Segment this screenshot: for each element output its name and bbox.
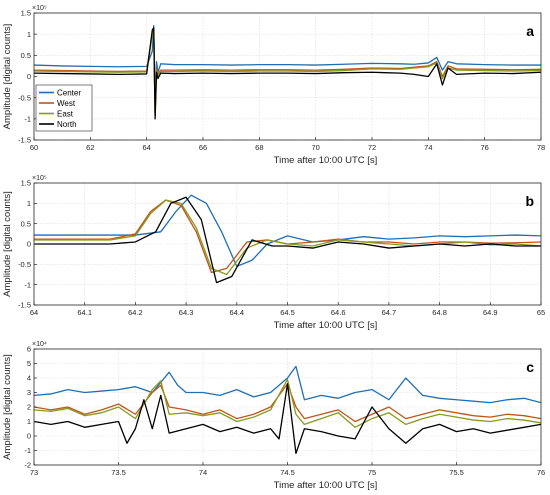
panel-c-y-tick-label: -1 [24,446,31,455]
panel-b-x-tick-label: 64.2 [128,308,143,317]
panel-a-y-exponent: ×10⁵ [32,5,47,12]
panel-c-x-tick-label: 76 [537,468,545,477]
panel-c-y-exponent: ×10⁴ [32,341,47,348]
panel-a-legend-label-east: East [57,109,74,118]
panel-a-x-tick-label: 62 [86,143,94,152]
panel-b-x-tick-label: 65 [537,308,545,317]
panel-a-x-tick-label: 72 [368,143,376,152]
panel-a-series-center-line [34,25,541,103]
panel-c-y-axis-label: Amplitude [digital counts] [2,354,13,460]
panel-a-legend-label-west: West [57,99,76,108]
panel-c-y-tick-label: 3 [27,388,31,397]
panel-b-series-east-line [34,199,541,276]
panel-c-y-tick-label: 0 [27,432,31,441]
panel-a-legend-label-north: North [57,120,77,129]
panel-c-x-tick-label: 74.5 [280,468,295,477]
panel-a-x-tick-label: 74 [424,143,432,152]
panel-a-x-tick-label: 60 [30,143,38,152]
panel-b-y-tick-label: -1.5 [18,301,31,310]
panel-c-y-tick-label: 1 [27,417,31,426]
panel-a-x-tick-label: 76 [480,143,488,152]
panel-a-x-tick-label: 68 [255,143,263,152]
panel-a-x-tick-label: 64 [142,143,150,152]
panel-b-y-tick-label: 1 [27,199,31,208]
panel-c-y-tick-label: 6 [27,345,31,354]
panel-b-x-tick-label: 64.6 [331,308,346,317]
panel-a-panel-label: a [526,23,534,39]
panel-b-x-tick-label: 64.8 [432,308,447,317]
panel-a-legend-label-center: Center [57,88,81,97]
panel-c-y-tick-label: 5 [27,359,31,368]
panel-a-y-tick-label: -0.5 [18,93,31,102]
panel-b-series-north-line [34,196,541,284]
panel-b-x-tick-label: 64.7 [382,308,397,317]
panel-c-y-tick-label: 2 [27,403,31,412]
panel-b-y-tick-label: 0.5 [21,219,31,228]
panel-c-series-north-line [34,383,541,455]
panel-a-y-tick-label: 0.5 [21,51,31,60]
panel-c-y-tick-label: -2 [24,461,31,470]
panel-b-y-tick-label: 0 [27,240,31,249]
panel-b-series-center-line [34,194,541,268]
panel-b-y-tick-label: -0.5 [18,260,31,269]
panel-a-x-tick-label: 66 [199,143,207,152]
panel-b-x-tick-label: 64.3 [179,308,194,317]
panel-c-x-tick-label: 74 [199,468,207,477]
panel-b-x-tick-label: 64.9 [483,308,498,317]
panel-b-x-tick-label: 64 [30,308,38,317]
panel-c-x-tick-label: 73.5 [111,468,126,477]
panel-b-y-axis-label: Amplitude [digital counts] [2,191,13,297]
panel-c-series-center-line [34,365,541,404]
panel-a-x-tick-label: 78 [537,143,545,152]
panel-b-x-tick-label: 64.5 [280,308,295,317]
panel-c-x-tick-label: 73 [30,468,38,477]
panel-c-x-tick-label: 75.5 [449,468,464,477]
panel-c-x-tick-label: 75 [368,468,376,477]
panel-a-y-tick-label: 0 [27,72,31,81]
panel-a-y-tick-label: -1 [24,114,31,123]
panel-b-y-tick-label: 1.5 [21,179,31,188]
panel-c-panel-label: c [526,359,534,375]
panel-c-series-east-line [34,378,541,428]
panel-a-y-tick-label: 1.5 [21,9,31,18]
panel-a-y-axis-label: Amplitude [digital counts] [2,24,13,130]
panel-a-y-tick-label: 1 [27,30,31,39]
panel-b-x-axis-label: Time after 10:00 UTC [s] [274,320,378,331]
panel-c-x-axis-label: Time after 10:00 UTC [s] [274,480,378,491]
panel-a-x-axis-label: Time after 10:00 UTC [s] [274,155,378,166]
panel-a-x-tick-label: 70 [311,143,319,152]
panel-b-panel-label: b [525,193,534,209]
panel-b-y-tick-label: -1 [24,280,31,289]
panel-a-y-tick-label: -1.5 [18,136,31,145]
panel-a-series-north-line [34,27,541,120]
panel-c-y-tick-label: 4 [27,374,31,383]
panel-b-x-tick-label: 64.4 [229,308,244,317]
panel-b-y-exponent: ×10⁵ [32,175,47,182]
panel-b-x-tick-label: 64.1 [77,308,92,317]
